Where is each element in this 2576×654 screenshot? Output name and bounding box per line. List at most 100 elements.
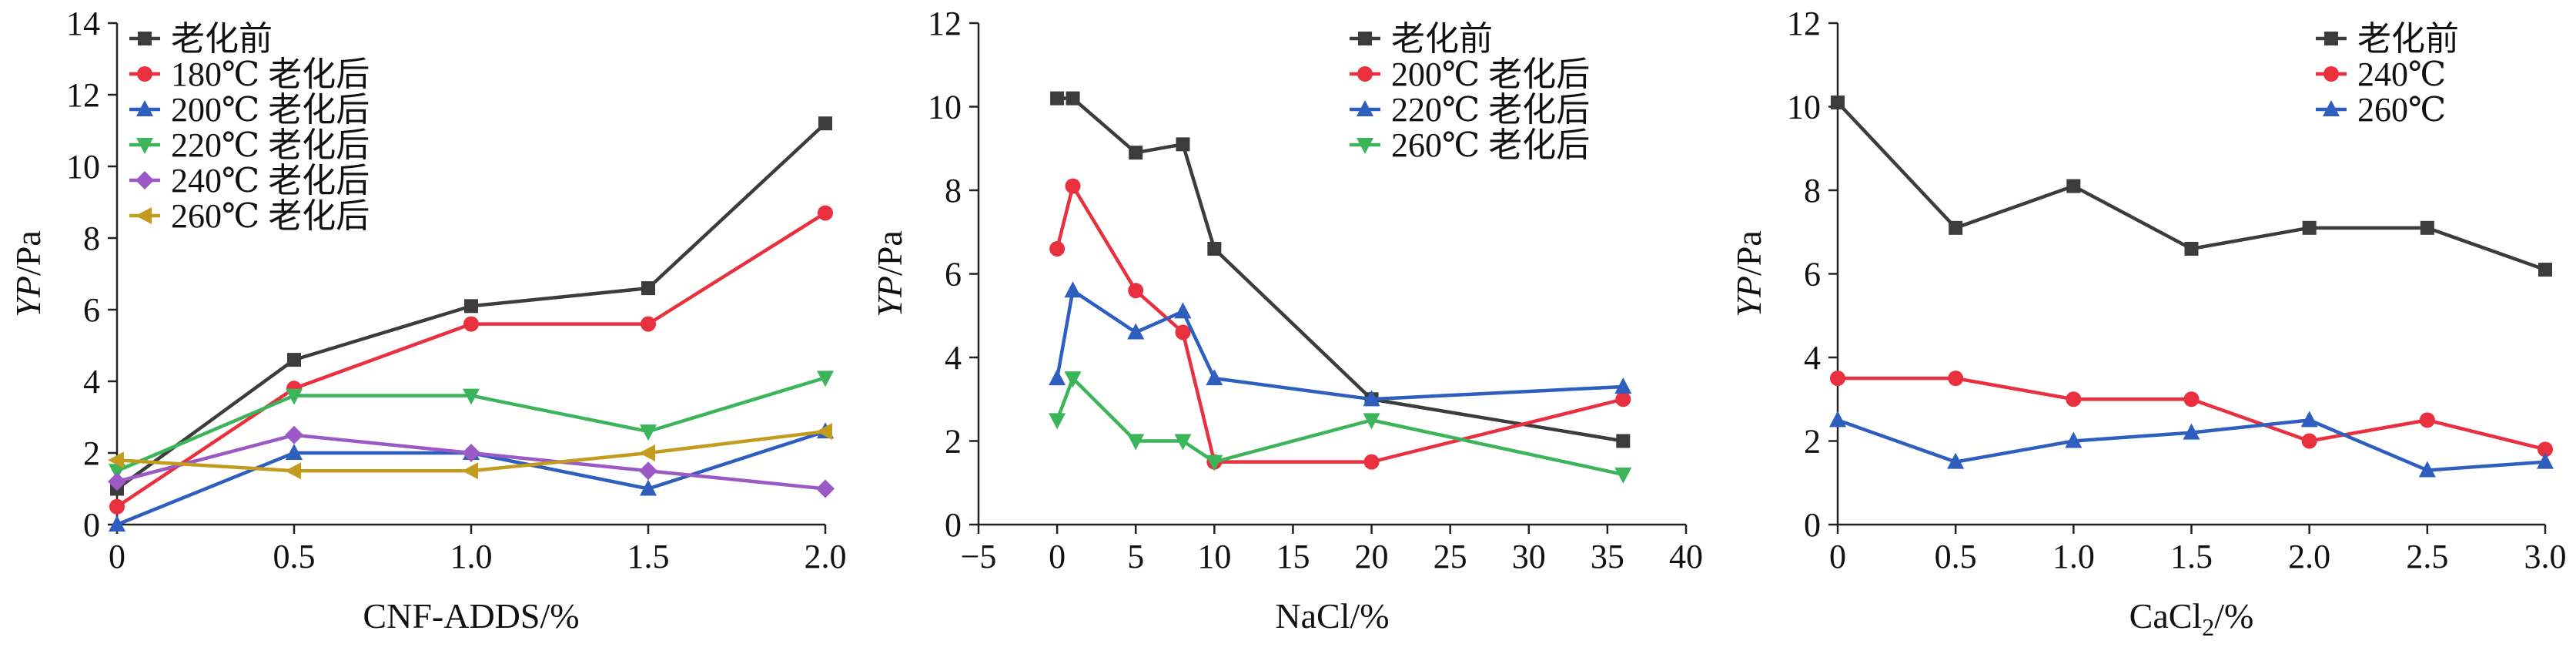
data-point	[1127, 323, 1145, 340]
y-tick-label: 12	[66, 76, 100, 114]
data-point	[1616, 434, 1631, 448]
legend-marker	[136, 100, 153, 116]
x-tick-label: 2.0	[805, 538, 847, 575]
x-tick-label: 2.0	[2288, 538, 2330, 575]
data-point	[1064, 281, 1082, 298]
legend-label: 老化前	[2357, 20, 2459, 58]
legend-label: 260℃ 老化后	[1391, 126, 1590, 164]
x-tick-label: 1.5	[2170, 538, 2213, 575]
data-point	[639, 461, 657, 481]
data-point	[639, 444, 655, 461]
data-point	[1363, 454, 1380, 470]
data-point	[1949, 220, 1963, 235]
data-point	[1065, 178, 1081, 194]
data-point	[108, 472, 126, 491]
x-tick-label: 2.5	[2406, 538, 2448, 575]
data-point	[1615, 391, 1631, 407]
data-point	[1614, 377, 1632, 394]
data-point	[2418, 461, 2436, 478]
x-tick-label: 1.0	[450, 538, 493, 575]
legend-marker	[137, 66, 152, 82]
legend-marker	[136, 138, 153, 154]
data-point	[286, 388, 303, 405]
x-tick-label: 0.5	[1935, 538, 1977, 575]
y-tick-label: 0	[1804, 506, 1821, 544]
data-point	[286, 444, 303, 460]
y-tick-label: 10	[66, 148, 100, 186]
x-tick-label: 15	[1276, 538, 1310, 575]
x-axis-label: NaCl/%	[1275, 596, 1389, 636]
x-tick-label: 5	[1127, 538, 1144, 575]
legend-marker	[2324, 32, 2338, 45]
y-tick-label: 6	[83, 291, 100, 329]
data-point	[463, 316, 479, 332]
data-point	[108, 451, 124, 469]
legend-label: 老化前	[171, 20, 273, 58]
data-point	[1064, 371, 1082, 388]
data-point	[2538, 263, 2552, 277]
x-axis-label: CaCl2/%	[2129, 596, 2254, 641]
y-tick-label: 10	[1787, 89, 1821, 126]
x-axis-label: CNF-ADDS/%	[363, 596, 579, 636]
legend-marker	[135, 171, 154, 189]
legend-marker	[1358, 32, 1372, 45]
data-point	[109, 464, 125, 481]
data-point	[1947, 452, 1965, 469]
data-point	[1614, 467, 1632, 484]
x-tick-label: 0.5	[273, 538, 316, 575]
data-point	[2183, 391, 2200, 407]
y-tick-label: 10	[928, 89, 962, 126]
data-point	[1050, 91, 1065, 106]
series-line	[1055, 288, 1624, 401]
x-tick-label: 30	[1512, 538, 1546, 575]
data-point	[1049, 240, 1066, 257]
legend-label: 220℃ 老化后	[171, 126, 370, 164]
y-tick-label: 0	[83, 506, 100, 544]
legend-label: 200℃ 老化后	[1391, 55, 1590, 93]
data-point	[641, 316, 656, 332]
legend-label: 200℃ 老化后	[171, 91, 370, 129]
chart-panel-cacl2: 0 0.5 1.0 1.5 2.0 2.5 3.0 0 2 4 6 8 10 12 CaCl2/% YP/Pa…	[1729, 5, 2567, 641]
data-point	[641, 281, 655, 296]
y-tick-label: 4	[1804, 339, 1821, 377]
data-point	[818, 116, 832, 131]
y-axis-label: YP/Pa	[1729, 230, 1768, 317]
data-point	[1174, 434, 1192, 451]
data-point	[1049, 369, 1066, 386]
legend-marker	[2323, 66, 2339, 82]
data-point	[1206, 369, 1223, 386]
data-point	[463, 388, 480, 405]
chart-panel-nacl: −5 0 5 10 15 20 25 30 35 40024681012NaCl/%YP/Pa老化…	[870, 5, 1703, 636]
data-point	[1174, 302, 1192, 319]
data-point	[2538, 441, 2553, 458]
y-tick-label: 2	[83, 434, 100, 472]
legend-label: 220℃ 老化后	[1391, 91, 1590, 129]
data-point	[1948, 371, 1964, 387]
data-point	[1829, 411, 1846, 428]
data-point	[2066, 179, 2081, 193]
data-point	[1129, 146, 1143, 160]
data-point	[2066, 391, 2082, 407]
x-tick-label: 10	[1197, 538, 1231, 575]
data-point	[1128, 283, 1144, 299]
y-tick-label: 12	[928, 5, 962, 42]
data-point	[1175, 324, 1191, 340]
y-tick-label: 12	[1787, 5, 1821, 42]
x-tick-label: 40	[1669, 538, 1703, 575]
data-point	[1363, 413, 1380, 430]
x-tick-label: −5	[961, 538, 997, 575]
series-line	[1055, 184, 1624, 464]
data-point	[2419, 412, 2435, 428]
legend-label: 老化前	[1391, 20, 1493, 58]
data-point	[1066, 91, 1080, 106]
data-point	[2420, 220, 2434, 235]
data-point	[2537, 452, 2554, 469]
x-tick-label: 0	[109, 538, 125, 575]
data-point	[2065, 431, 2083, 448]
data-point	[285, 462, 301, 480]
legend-marker	[138, 32, 152, 45]
data-point	[464, 299, 478, 314]
x-tick-label: 20	[1355, 538, 1389, 575]
data-point	[817, 371, 834, 387]
x-tick-label: 1.0	[2052, 538, 2095, 575]
